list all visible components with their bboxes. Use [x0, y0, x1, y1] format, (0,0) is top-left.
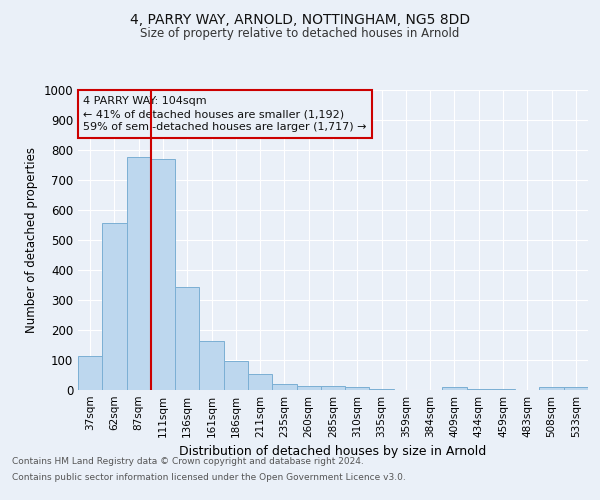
Y-axis label: Number of detached properties: Number of detached properties [25, 147, 38, 333]
Bar [272, 384, 296, 390]
Text: 4 PARRY WAY: 104sqm
← 41% of detached houses are smaller (1,192)
59% of semi-det: 4 PARRY WAY: 104sqm ← 41% of detached ho… [83, 96, 367, 132]
Bar [175, 286, 199, 390]
Bar [442, 387, 467, 390]
X-axis label: Distribution of detached houses by size in Arnold: Distribution of detached houses by size … [179, 446, 487, 458]
Bar [539, 387, 564, 390]
Text: Contains HM Land Registry data © Crown copyright and database right 2024.: Contains HM Land Registry data © Crown c… [12, 458, 364, 466]
Bar [564, 387, 588, 390]
Text: 4, PARRY WAY, ARNOLD, NOTTINGHAM, NG5 8DD: 4, PARRY WAY, ARNOLD, NOTTINGHAM, NG5 8D… [130, 12, 470, 26]
Bar [370, 388, 394, 390]
Text: Size of property relative to detached houses in Arnold: Size of property relative to detached ho… [140, 28, 460, 40]
Bar [321, 386, 345, 390]
Bar [345, 387, 370, 390]
Bar [151, 159, 175, 390]
Bar [467, 388, 491, 390]
Text: Contains public sector information licensed under the Open Government Licence v3: Contains public sector information licen… [12, 472, 406, 482]
Bar [102, 222, 127, 390]
Bar [248, 374, 272, 390]
Bar [199, 340, 224, 390]
Bar [491, 388, 515, 390]
Bar [127, 156, 151, 390]
Bar [78, 356, 102, 390]
Bar [296, 386, 321, 390]
Bar [224, 360, 248, 390]
